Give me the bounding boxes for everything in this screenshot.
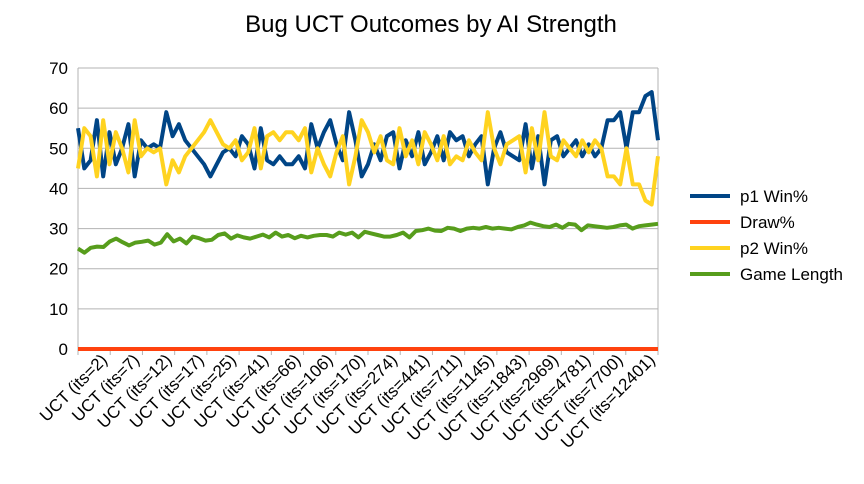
y-tick-label: 0 — [59, 340, 68, 359]
y-tick-label: 30 — [49, 220, 68, 239]
x-axis-ticks: UCT (its=2)UCT (its=7)UCT (its=12)UCT (i… — [36, 349, 659, 452]
series-line-3 — [76, 220, 659, 255]
legend-label: p2 Win% — [740, 239, 808, 258]
y-tick-label: 60 — [49, 99, 68, 118]
y-tick-label: 10 — [49, 300, 68, 319]
series-lines — [76, 90, 660, 351]
legend: p1 Win% Draw% p2 Win% Game Length — [690, 187, 843, 284]
y-tick-label: 20 — [49, 260, 68, 279]
legend-label: Game Length — [740, 265, 843, 284]
legend-label: p1 Win% — [740, 187, 808, 206]
y-tick-label: 50 — [49, 139, 68, 158]
y-axis-ticks: 0 10 20 30 40 50 60 70 — [49, 59, 68, 359]
gridlines — [77, 67, 659, 350]
series-line-2 — [76, 110, 660, 207]
y-tick-label: 40 — [49, 179, 68, 198]
y-tick-label: 70 — [49, 59, 68, 78]
chart-title: Bug UCT Outcomes by AI Strength — [245, 11, 617, 38]
legend-label: Draw% — [740, 213, 795, 232]
